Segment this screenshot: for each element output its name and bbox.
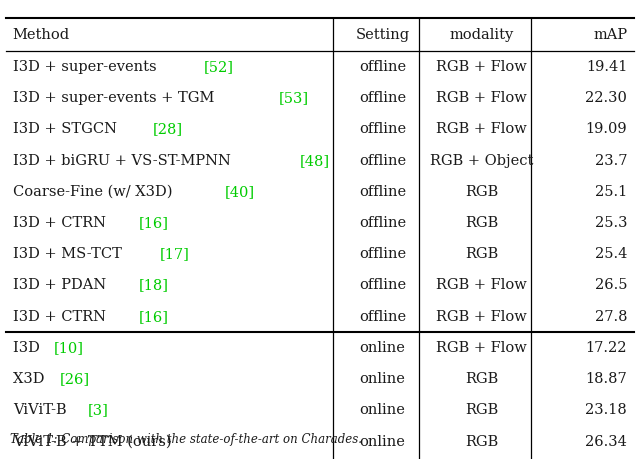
- Text: RGB: RGB: [465, 185, 498, 199]
- Text: [16]: [16]: [139, 310, 169, 324]
- Text: RGB + Flow: RGB + Flow: [436, 60, 527, 74]
- Text: Coarse-Fine (w/ X3D): Coarse-Fine (w/ X3D): [13, 185, 177, 199]
- Text: 25.3: 25.3: [595, 216, 627, 230]
- Text: 19.41: 19.41: [586, 60, 627, 74]
- Text: RGB: RGB: [465, 372, 498, 386]
- Text: online: online: [360, 435, 405, 448]
- Text: RGB + Flow: RGB + Flow: [436, 279, 527, 292]
- Text: RGB + Object: RGB + Object: [430, 154, 533, 168]
- Text: 23.18: 23.18: [586, 403, 627, 417]
- Text: offline: offline: [359, 154, 406, 168]
- Text: [40]: [40]: [225, 185, 255, 199]
- Text: I3D + STGCN: I3D + STGCN: [13, 123, 122, 136]
- Text: 23.7: 23.7: [595, 154, 627, 168]
- Text: RGB + Flow: RGB + Flow: [436, 91, 527, 105]
- Text: Table 1: Comparison with the state-of-the-art on Charades.: Table 1: Comparison with the state-of-th…: [10, 433, 362, 446]
- Text: [28]: [28]: [153, 123, 183, 136]
- Text: RGB: RGB: [465, 216, 498, 230]
- Text: [52]: [52]: [204, 60, 234, 74]
- Text: RGB: RGB: [465, 247, 498, 261]
- Text: [53]: [53]: [278, 91, 308, 105]
- Text: Setting: Setting: [355, 28, 410, 42]
- Text: I3D + super-events + TGM: I3D + super-events + TGM: [13, 91, 219, 105]
- Text: Method: Method: [13, 28, 70, 42]
- Text: 26.34: 26.34: [586, 435, 627, 448]
- Text: offline: offline: [359, 91, 406, 105]
- Text: [17]: [17]: [159, 247, 189, 261]
- Text: online: online: [360, 403, 405, 417]
- Text: 17.22: 17.22: [586, 341, 627, 355]
- Text: offline: offline: [359, 60, 406, 74]
- Text: 22.30: 22.30: [586, 91, 627, 105]
- Text: 26.5: 26.5: [595, 279, 627, 292]
- Text: [26]: [26]: [60, 372, 90, 386]
- Text: 25.4: 25.4: [595, 247, 627, 261]
- Text: RGB + Flow: RGB + Flow: [436, 310, 527, 324]
- Text: mAP: mAP: [593, 28, 627, 42]
- Text: RGB + Flow: RGB + Flow: [436, 341, 527, 355]
- Text: RGB: RGB: [465, 403, 498, 417]
- Text: online: online: [360, 341, 405, 355]
- Text: ViViT-B: ViViT-B: [13, 403, 71, 417]
- Text: I3D + super-events: I3D + super-events: [13, 60, 161, 74]
- Text: RGB: RGB: [465, 435, 498, 448]
- Text: offline: offline: [359, 310, 406, 324]
- Text: RGB + Flow: RGB + Flow: [436, 123, 527, 136]
- Text: ViViT-B + TTM (ours): ViViT-B + TTM (ours): [13, 435, 172, 448]
- Text: [48]: [48]: [300, 154, 330, 168]
- Text: [16]: [16]: [139, 216, 169, 230]
- Text: I3D + CTRN: I3D + CTRN: [13, 310, 111, 324]
- Text: I3D: I3D: [13, 341, 44, 355]
- Text: 18.87: 18.87: [586, 372, 627, 386]
- Text: offline: offline: [359, 279, 406, 292]
- Text: [3]: [3]: [88, 403, 109, 417]
- Text: X3D: X3D: [13, 372, 49, 386]
- Text: offline: offline: [359, 185, 406, 199]
- Text: offline: offline: [359, 216, 406, 230]
- Text: I3D + PDAN: I3D + PDAN: [13, 279, 111, 292]
- Text: I3D + CTRN: I3D + CTRN: [13, 216, 111, 230]
- Text: I3D + MS-TCT: I3D + MS-TCT: [13, 247, 126, 261]
- Text: 27.8: 27.8: [595, 310, 627, 324]
- Text: modality: modality: [449, 28, 514, 42]
- Text: offline: offline: [359, 247, 406, 261]
- Text: [10]: [10]: [54, 341, 83, 355]
- Text: online: online: [360, 372, 405, 386]
- Text: [18]: [18]: [139, 279, 169, 292]
- Text: 19.09: 19.09: [586, 123, 627, 136]
- Text: I3D + biGRU + VS-ST-MPNN: I3D + biGRU + VS-ST-MPNN: [13, 154, 236, 168]
- Text: 25.1: 25.1: [595, 185, 627, 199]
- Text: offline: offline: [359, 123, 406, 136]
